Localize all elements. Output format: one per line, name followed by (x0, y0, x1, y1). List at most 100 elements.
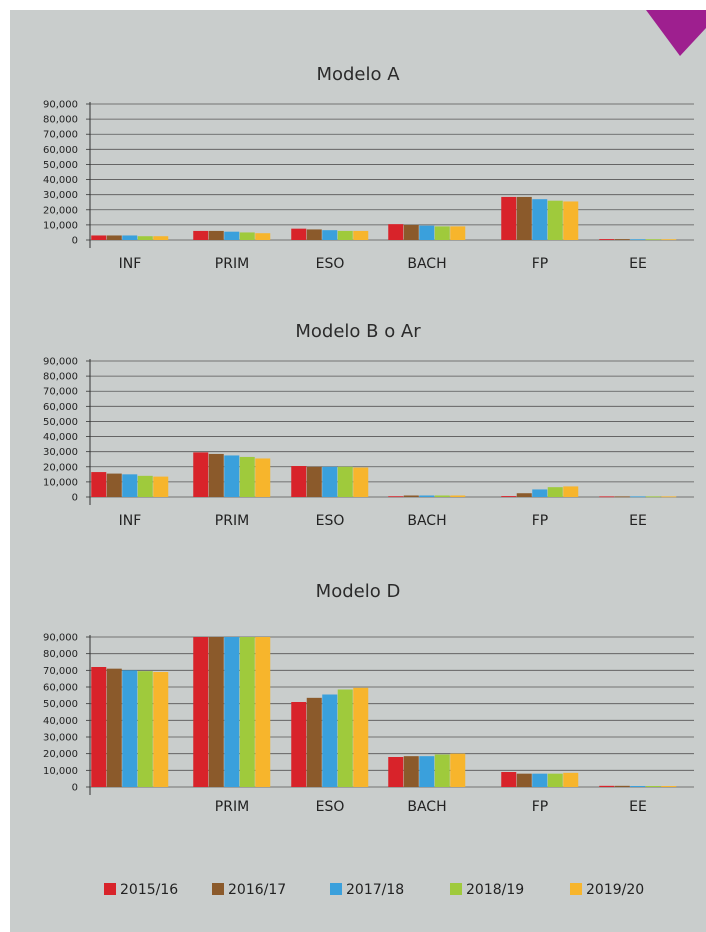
legend-swatch (212, 883, 224, 895)
bar (224, 455, 240, 497)
bar (388, 757, 404, 787)
bar (516, 773, 532, 787)
category-label: FP (532, 513, 549, 529)
bar (306, 229, 322, 240)
y-tick-label: 70,000 (43, 130, 78, 141)
bar (306, 466, 322, 497)
bar (388, 496, 404, 498)
bar (353, 230, 369, 240)
bar (599, 239, 615, 240)
bar (599, 785, 615, 787)
bar (122, 474, 138, 497)
bar (661, 496, 677, 498)
bar (645, 786, 661, 787)
y-tick-label: 10,000 (43, 477, 78, 488)
chart-modelo-b-o-ar: Modelo B o Ar 0 10,000 20,000 30,000 40,000 50… (43, 321, 694, 529)
bar (353, 467, 369, 497)
bar (630, 239, 646, 241)
category-label: PRIM (215, 256, 249, 272)
legend-label: 2019/20 (586, 882, 644, 898)
bar (337, 466, 353, 497)
y-tick-label: 50,000 (43, 699, 78, 710)
bar (322, 694, 338, 787)
bar (403, 756, 419, 787)
bar (388, 224, 404, 240)
bar (208, 230, 224, 240)
y-tick-label: 20,000 (43, 462, 78, 473)
chart-modelo-d: Modelo D 0 10,000 20,000 30,000 40,000 50,000 6… (43, 581, 694, 815)
bar (614, 239, 630, 240)
y-tick-label: 60,000 (43, 402, 78, 413)
bar (516, 493, 532, 497)
y-tick-label: 0 (72, 493, 78, 504)
legend-label: 2017/18 (346, 882, 404, 898)
y-tick-label: 90,000 (43, 357, 78, 368)
bar (255, 233, 271, 240)
bar (337, 230, 353, 240)
bar (239, 637, 255, 787)
bar (547, 773, 563, 787)
bar (450, 753, 466, 787)
category-label: INF (119, 513, 142, 529)
y-tick-label: 70,000 (43, 666, 78, 677)
bar (239, 456, 255, 497)
bar (547, 487, 563, 497)
bar (122, 670, 138, 787)
bar (193, 637, 209, 787)
legend-swatch (330, 883, 342, 895)
bar (291, 228, 307, 240)
y-tick-label: 40,000 (43, 175, 78, 186)
bar (137, 236, 153, 240)
y-tick-label: 40,000 (43, 432, 78, 443)
legend-label: 2015/16 (120, 882, 178, 898)
y-tick-label: 30,000 (43, 447, 78, 458)
bar (255, 458, 271, 497)
category-label: BACH (407, 513, 446, 529)
bar (563, 201, 579, 240)
bar (403, 224, 419, 240)
bar (291, 702, 307, 787)
legend-swatch (104, 883, 116, 895)
chart-title: Modelo A (316, 64, 400, 85)
bar (599, 496, 615, 498)
bar (419, 225, 435, 240)
bar (224, 231, 240, 240)
bar (239, 232, 255, 240)
bar (614, 496, 630, 498)
y-tick-label: 80,000 (43, 649, 78, 660)
bar (661, 786, 677, 787)
bar (630, 786, 646, 787)
bar (91, 235, 107, 240)
y-tick-label: 50,000 (43, 160, 78, 171)
bar (450, 226, 466, 240)
chart-title: Modelo B o Ar (295, 321, 421, 342)
bar (291, 466, 307, 497)
category-label: INF (119, 256, 142, 272)
category-label: ESO (316, 256, 345, 272)
bar (419, 495, 435, 497)
bar (630, 496, 646, 498)
bar (208, 453, 224, 497)
y-tick-label: 70,000 (43, 387, 78, 398)
y-tick-label: 30,000 (43, 190, 78, 201)
y-tick-label: 60,000 (43, 145, 78, 156)
legend-swatch (570, 883, 582, 895)
y-tick-label: 60,000 (43, 683, 78, 694)
legend-label: 2018/19 (466, 882, 524, 898)
bar (306, 697, 322, 787)
bar (501, 196, 517, 240)
bar (614, 785, 630, 787)
legend-swatch (450, 883, 462, 895)
corner-accent-decoration (646, 10, 706, 56)
bar (645, 496, 661, 498)
y-tick-label: 90,000 (43, 100, 78, 111)
bar (137, 475, 153, 497)
category-label: EE (629, 256, 647, 272)
bar (91, 667, 107, 787)
category-label: EE (629, 799, 647, 815)
bar (208, 637, 224, 787)
bar (532, 489, 548, 497)
bar (661, 239, 677, 241)
bar (153, 672, 169, 787)
y-tick-label: 10,000 (43, 766, 78, 777)
